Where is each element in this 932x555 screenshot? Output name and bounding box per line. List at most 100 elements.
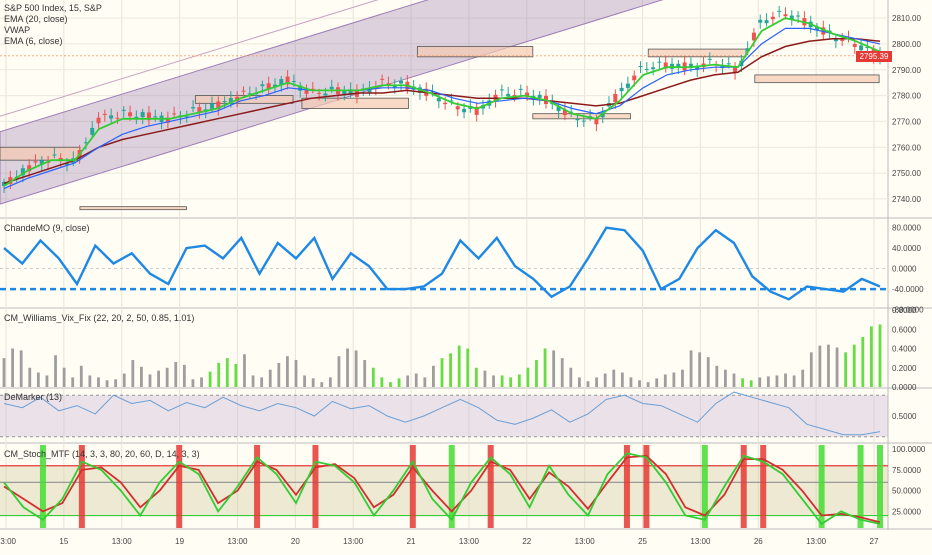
vix-bar (311, 378, 315, 387)
vix-bar (715, 365, 719, 387)
stoch-signal-column (487, 445, 494, 528)
stoch-band (0, 465, 888, 516)
vix-bar (792, 375, 796, 387)
candle-body (380, 78, 385, 80)
stoch-signal-column (623, 445, 630, 528)
vix-bar (88, 375, 92, 387)
x-tick-label: 21 (407, 537, 416, 546)
vix-bar (483, 370, 487, 387)
demarker-band (0, 395, 888, 437)
vix-bar (79, 365, 83, 387)
supply-demand-zone (79, 206, 187, 211)
vix-bar (535, 360, 538, 387)
price-tick-label: 2800.00 (892, 40, 921, 49)
legend-ema6: EMA (6, close) (4, 36, 63, 46)
vix-bar (852, 344, 856, 387)
stoch-signal-column (312, 445, 319, 528)
vix-bar (277, 362, 281, 387)
x-tick-label: 13:00 (806, 537, 827, 546)
x-tick-label: 13:00 (112, 537, 133, 546)
stoch-signal-column (760, 445, 767, 528)
ema6-line (3, 17, 881, 187)
candle-body (525, 92, 530, 97)
candle-body (651, 67, 656, 70)
candle-body (474, 106, 479, 115)
vix-bar (36, 372, 40, 387)
cmo-tick-label: -40.0000 (892, 285, 924, 294)
candle-body (39, 160, 44, 165)
vix-bar (698, 352, 702, 387)
stoch-label: CM_Stoch_MTF (14, 3, 3, 80, 20, 60, D, 1… (4, 449, 200, 459)
candle-body (367, 87, 372, 93)
candle-body (789, 15, 794, 20)
x-tick-label: 26 (754, 537, 763, 546)
vix-bar (140, 366, 143, 387)
supply-demand-zone (416, 46, 534, 58)
vix-bar (97, 377, 100, 387)
candle-body (27, 165, 32, 172)
candle-body (191, 107, 196, 109)
vix-bar (595, 377, 598, 387)
vix-bar (809, 352, 813, 387)
candle-body (865, 47, 870, 49)
vix-bar (758, 377, 762, 387)
candle-body (833, 38, 838, 42)
vix-bar (724, 369, 727, 387)
vix-label: CM_Williams_Vix_Fix (22, 20, 2, 50, 0.85… (4, 313, 195, 323)
candle-body (90, 127, 95, 135)
vix-bar (457, 345, 461, 387)
candle-body (443, 102, 448, 105)
x-tick-label: 22 (522, 537, 531, 546)
candle-body (745, 48, 750, 52)
candle-body (241, 90, 246, 92)
main-legend: S&P 500 Index, 15, S&P EMA (20, close) V… (4, 3, 102, 47)
price-tick-label: 2770.00 (892, 117, 921, 126)
candle-body (846, 37, 851, 39)
vix-bar (844, 352, 848, 387)
vix-bar (389, 382, 392, 387)
candle-body (770, 16, 775, 20)
candle-body (506, 93, 511, 97)
candle-body (594, 119, 599, 125)
candle-body (814, 26, 819, 30)
x-tick-label: 27 (870, 537, 879, 546)
candle-body (298, 85, 303, 91)
candle-body (172, 113, 177, 115)
candle-body (632, 75, 637, 81)
cmo-tick-label: 80.0000 (892, 224, 921, 233)
price-tick-label: 2790.00 (892, 66, 921, 75)
candle-body (695, 66, 700, 70)
stoch-tick-label: 25.0000 (892, 507, 921, 516)
vix-bar (672, 372, 676, 387)
vix-bar (578, 377, 581, 387)
candle-body (512, 95, 517, 97)
vix-bar (492, 375, 495, 387)
stoch-signal-column (701, 445, 708, 528)
vix-bar (586, 381, 590, 387)
vix-bar (303, 375, 306, 387)
candle-body (134, 116, 139, 119)
cmo-tick-label: 0.0000 (892, 265, 917, 274)
vix-tick-label: 0.8000 (892, 306, 917, 315)
candle-body (102, 113, 107, 115)
candle-body (644, 68, 649, 70)
candle-body (115, 117, 120, 119)
cmo-line (3, 226, 881, 301)
vix-bar (526, 367, 530, 387)
vix-bar (371, 367, 375, 387)
x-tick-label: 13:00 (227, 537, 248, 546)
vix-bar (414, 373, 418, 387)
stoch-signal-column (818, 445, 825, 528)
candle-body (840, 39, 845, 41)
supply-demand-zone (301, 97, 409, 109)
vix-bar (638, 380, 641, 387)
candle-body (304, 90, 309, 94)
vix-bar (655, 378, 659, 387)
vix-bar (449, 353, 452, 387)
candle-body (317, 92, 322, 94)
vix-bar (517, 374, 521, 387)
vix-bar (835, 347, 839, 387)
vix-bar (2, 358, 6, 387)
candle-body (663, 62, 668, 69)
candle-body (222, 101, 227, 103)
